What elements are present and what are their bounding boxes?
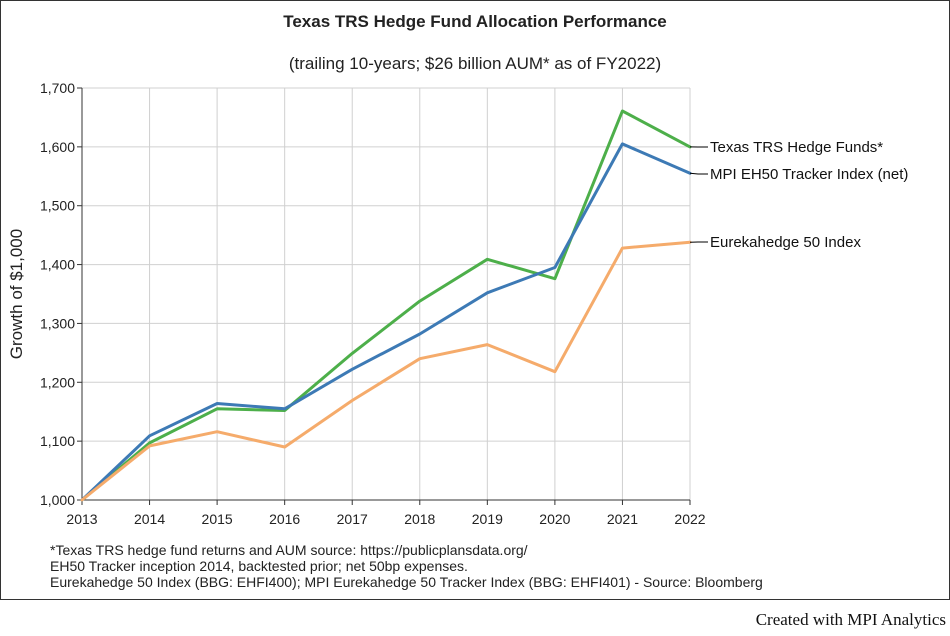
series-line xyxy=(80,142,692,502)
x-tick-label: 2022 xyxy=(674,511,705,527)
y-tick-label: 1,700 xyxy=(40,80,75,96)
axes: 1,000 1,100 1,200 1,300 1,400 1,500 1,600 1,700… xyxy=(40,80,706,527)
x-tick-label: 2021 xyxy=(607,511,638,527)
end-labels: Texas TRS Hedge Funds* MPI EH50 Tracker I… xyxy=(689,139,908,251)
x-tick-label: 2015 xyxy=(202,511,233,527)
label-connector xyxy=(689,172,708,175)
y-tick-label: 1,400 xyxy=(40,257,75,273)
y-tick-label: 1,500 xyxy=(40,198,75,214)
series-end-label: Texas TRS Hedge Funds* xyxy=(710,139,883,156)
x-tick-label: 2019 xyxy=(472,511,503,527)
chart-title: Texas TRS Hedge Fund Allocation Performa… xyxy=(283,12,667,31)
chart-frame: Texas TRS Hedge Fund Allocation Performa… xyxy=(0,0,950,600)
x-tick-label: 2018 xyxy=(404,511,435,527)
x-tick-label: 2016 xyxy=(269,511,300,527)
x-tick-label: 2014 xyxy=(134,511,165,527)
series-lines xyxy=(80,109,692,502)
x-tick-label: 2013 xyxy=(66,511,97,527)
x-tick-label: 2020 xyxy=(539,511,570,527)
series-end-label: Eurekahedge 50 Index xyxy=(710,234,861,251)
line-chart: Texas TRS Hedge Fund Allocation Performa… xyxy=(7,12,908,527)
footnote-index-codes: Eurekahedge 50 Index (BBG: EHFI400); MPI… xyxy=(50,574,763,590)
series-line xyxy=(80,240,692,502)
chart-subtitle: (trailing 10-years; $26 billion AUM* as … xyxy=(289,54,661,73)
y-tick-label: 1,300 xyxy=(40,315,75,331)
x-tick-label: 2017 xyxy=(337,511,368,527)
series-end-label: MPI EH50 Tracker Index (net) xyxy=(710,166,908,183)
credit-text: Created with MPI Analytics xyxy=(755,610,946,629)
series-line xyxy=(80,109,692,502)
y-tick-label: 1,100 xyxy=(40,433,75,449)
footnote-inception: EH50 Tracker inception 2014, backtested … xyxy=(50,558,468,574)
footnote-source: *Texas TRS hedge fund returns and AUM so… xyxy=(50,542,528,558)
y-tick-label: 1,000 xyxy=(40,492,75,508)
y-axis-label: Growth of $1,000 xyxy=(7,229,26,359)
y-tick-label: 1,200 xyxy=(40,374,75,390)
y-tick-label: 1,600 xyxy=(40,139,75,155)
